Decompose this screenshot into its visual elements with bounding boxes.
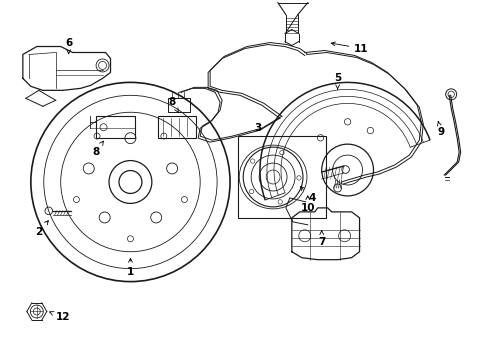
Text: 2: 2 [35,221,49,237]
Text: 10: 10 [300,196,315,213]
Bar [158,116,196,138]
Text: 8: 8 [92,141,103,157]
Text: 7: 7 [318,231,325,247]
Bar [238,136,326,218]
Text: 5: 5 [334,73,341,89]
Text: 1: 1 [127,258,134,276]
Bar [96,116,135,138]
Text: 11: 11 [331,42,369,54]
Text: 4: 4 [300,186,316,203]
Bar [168,98,190,112]
Text: 12: 12 [49,312,70,323]
Text: 6: 6 [65,37,73,54]
Text: 9: 9 [438,122,445,137]
Text: 8: 8 [169,97,178,113]
Text: 3: 3 [254,123,262,133]
